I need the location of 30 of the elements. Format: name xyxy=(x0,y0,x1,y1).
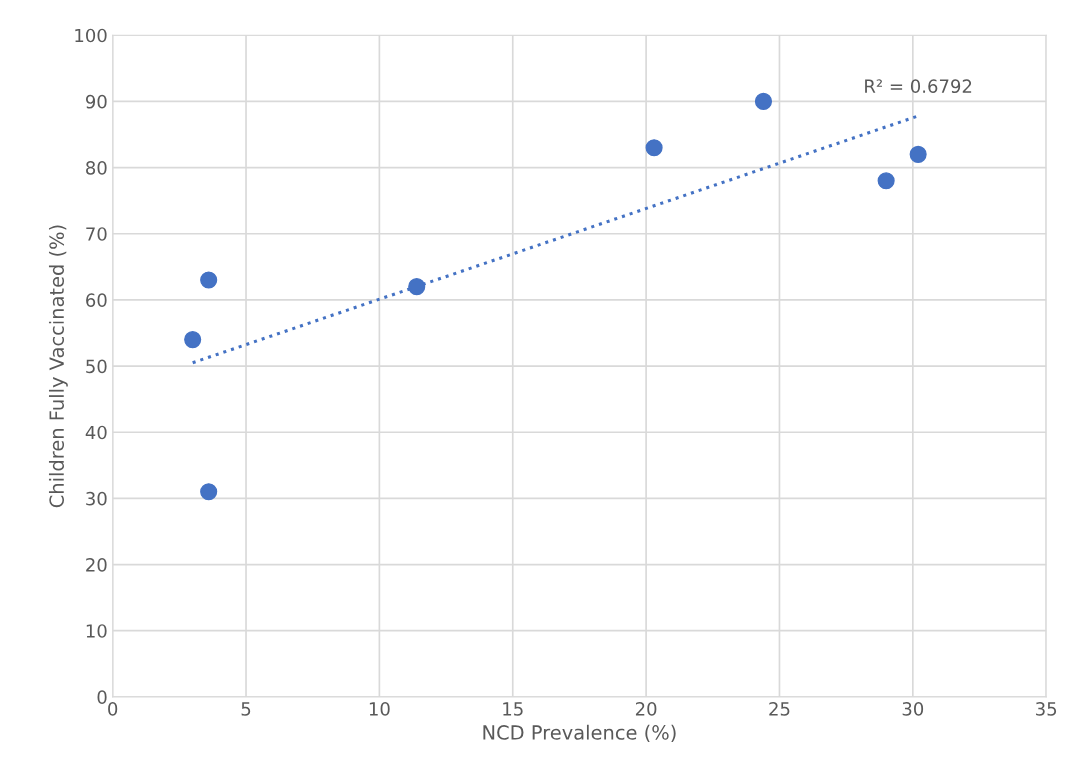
y-tick-label: 90 xyxy=(85,94,107,109)
x-tick-label: 20 xyxy=(635,702,657,716)
x-tick-label: 5 xyxy=(241,702,251,716)
y-tick-label: 60 xyxy=(86,293,107,308)
y-tick-label: 30 xyxy=(86,491,107,506)
point xyxy=(184,331,202,349)
point xyxy=(200,271,218,289)
x-tick-label: 10 xyxy=(369,702,390,716)
point xyxy=(877,172,895,190)
y-tick-label: 20 xyxy=(86,558,107,572)
y-tick-label: 0 xyxy=(97,690,107,704)
x-tick-label: 35 xyxy=(1036,702,1057,716)
x-tick-label: 25 xyxy=(769,702,790,716)
point xyxy=(645,139,663,157)
x-tick-label: 15 xyxy=(503,702,523,716)
y-tick-label: 40 xyxy=(85,425,107,440)
x-tick-label: 0 xyxy=(108,702,118,716)
point xyxy=(754,92,773,110)
y-tick-label: 10 xyxy=(86,624,107,638)
annotation: R² = 0.6792 xyxy=(865,79,972,94)
y-tick-label: 80 xyxy=(86,161,107,175)
y-tick-label: 70 xyxy=(86,227,107,241)
y-tick-label: 50 xyxy=(86,359,107,374)
point xyxy=(909,145,927,163)
y-tick-label: 100 xyxy=(75,28,107,43)
y-axis-title: Children Fully Vaccinated (%) xyxy=(48,225,68,508)
x-axis-title: NCD Prevalence (%) xyxy=(483,724,676,743)
x-tick-label: 30 xyxy=(902,702,924,716)
point xyxy=(200,483,218,501)
point xyxy=(408,278,426,296)
